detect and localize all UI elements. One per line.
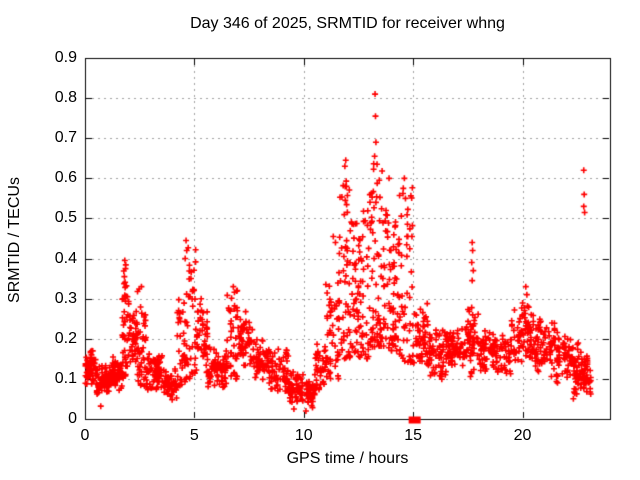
x-tick-label: 10	[294, 427, 313, 444]
y-axis-label: SRMTID / TECUs	[6, 177, 23, 303]
x-tick-label: 20	[513, 427, 532, 444]
y-tick-label: 0.1	[54, 369, 77, 387]
y-tick-label: 0.5	[54, 209, 77, 227]
y-tick-label: 0.4	[54, 249, 77, 267]
y-tick-label: 0.9	[54, 49, 77, 66]
x-axis-label: GPS time / hours	[286, 450, 409, 467]
chart-title: Day 346 of 2025, SRMTID for receiver whn…	[190, 15, 505, 32]
x-tick-label: 5	[189, 427, 199, 444]
x-tick-label: 15	[404, 427, 423, 444]
y-tick-label: 0.2	[54, 329, 77, 347]
y-tick-label: 0.3	[54, 289, 77, 307]
y-tick-label: 0.7	[54, 129, 77, 147]
x-tick-label: 0	[80, 427, 90, 444]
y-tick-label: 0	[68, 410, 77, 427]
y-tick-label: 0.6	[54, 169, 77, 187]
y-tick-label: 0.8	[54, 89, 77, 107]
